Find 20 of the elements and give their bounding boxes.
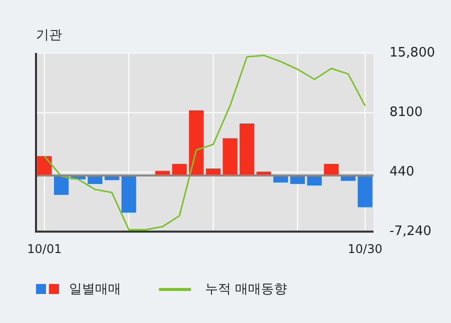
- y-tick-label: 440: [390, 164, 414, 180]
- bar: [37, 156, 52, 176]
- bar: [222, 138, 238, 176]
- bar: [88, 175, 102, 184]
- x-tick-label: 10/30: [348, 242, 382, 256]
- bar: [121, 175, 136, 213]
- legend-label: 누적 매매동향: [205, 281, 288, 298]
- bar: [54, 175, 69, 195]
- bar: [307, 175, 322, 186]
- y-tick-label: -7,240: [390, 224, 432, 239]
- y-tick-label: 8100: [390, 105, 423, 120]
- chart-title: 기관: [36, 27, 62, 44]
- y-tick-label: 15,800: [390, 45, 436, 60]
- bar: [358, 175, 372, 208]
- bar: [172, 164, 187, 176]
- bar: [290, 175, 305, 184]
- bar: [188, 110, 204, 176]
- legend-label: 일별매매: [69, 281, 121, 298]
- x-tick-label: 10/01: [27, 242, 62, 256]
- bar: [240, 124, 254, 176]
